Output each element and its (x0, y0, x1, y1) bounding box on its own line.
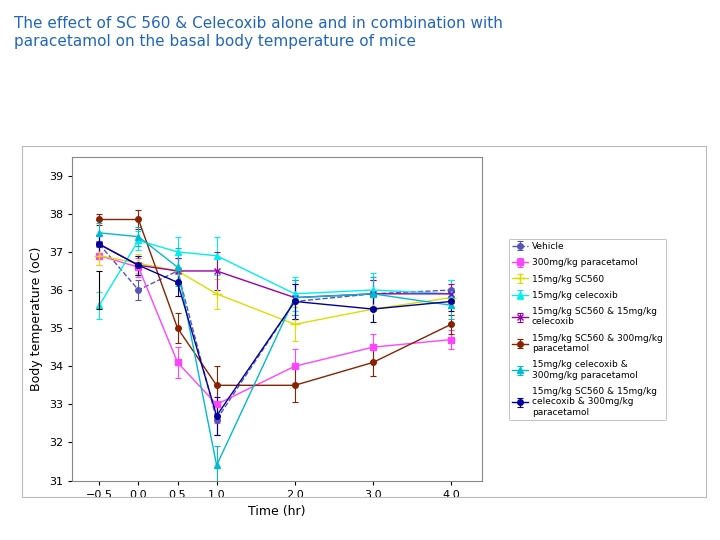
Y-axis label: Body temperature (oC): Body temperature (oC) (30, 246, 43, 391)
X-axis label: Time (hr): Time (hr) (248, 505, 306, 518)
Text: The effect of SC 560 & Celecoxib alone and in combination with
paracetamol on th: The effect of SC 560 & Celecoxib alone a… (14, 16, 503, 49)
Legend: Vehicle, 300mg/kg paracetamol, 15mg/kg SC560, 15mg/kg celecoxib, 15mg/kg SC560 &: Vehicle, 300mg/kg paracetamol, 15mg/kg S… (508, 239, 666, 420)
